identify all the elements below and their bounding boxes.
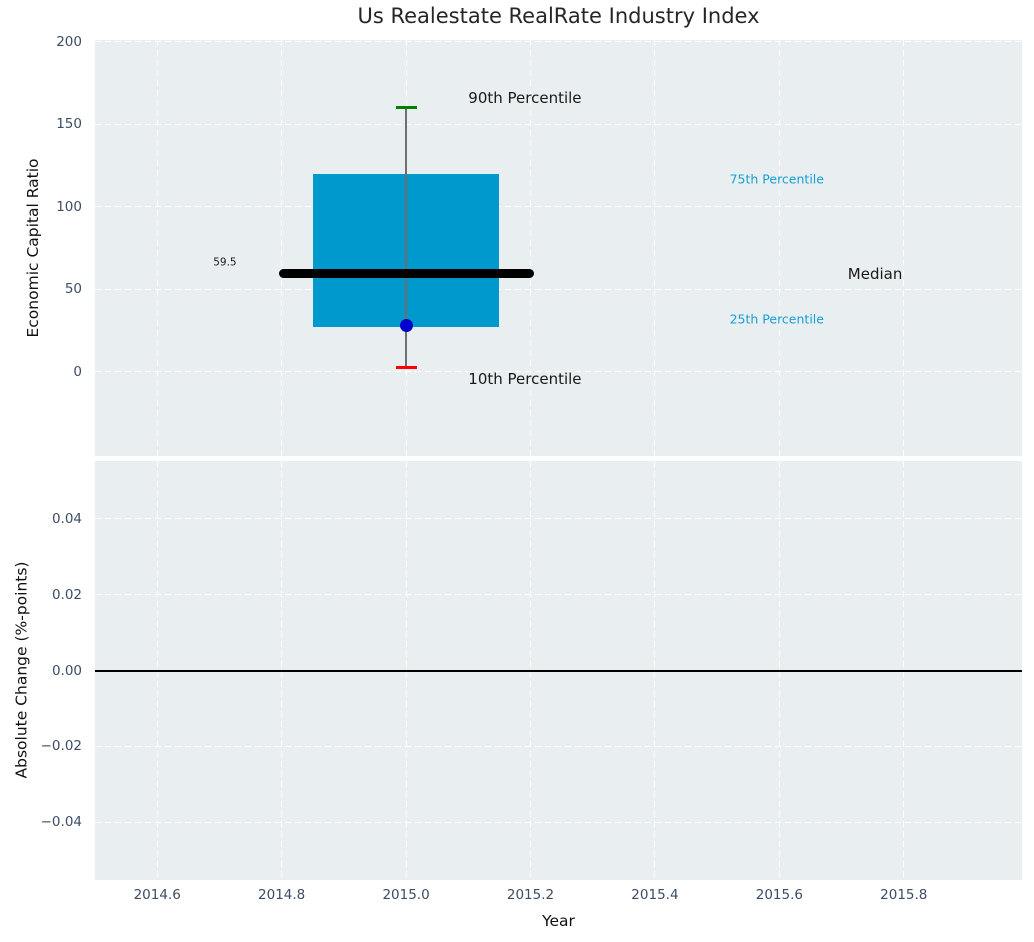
gridline-x-2015.8	[903, 40, 905, 456]
company-point	[399, 319, 413, 333]
cap-10th-percentile	[395, 366, 417, 370]
gridline-y-50	[95, 288, 1022, 290]
annotation-25th-percentile: 25th Percentile	[729, 311, 824, 327]
gridline-x-2014.8	[281, 40, 283, 456]
gridline-y-150	[95, 123, 1022, 125]
y-tick-label-top-100: 100	[56, 198, 82, 215]
whisker-line	[405, 107, 407, 368]
x-tick-label-2015.4: 2015.4	[631, 887, 679, 903]
y-tick-label-top-150: 150	[56, 116, 82, 133]
annotation-75th-percentile: 75th Percentile	[729, 171, 824, 187]
x-tick-label-2015.0: 2015.0	[382, 887, 430, 903]
x-tick-label-2014.8: 2014.8	[258, 887, 306, 903]
x-tick-label-2015.6: 2015.6	[755, 887, 803, 903]
median-line	[278, 269, 534, 279]
gridline-y-−0.04	[95, 821, 1022, 823]
x-tick-label-2015.8: 2015.8	[880, 887, 928, 903]
y-tick-label-top-0: 0	[73, 363, 82, 380]
annotation-59-5: 59.5	[213, 256, 237, 269]
axes-top-economic-capital-ratio: 90th Percentile 10th Percentile 75th Perce…	[95, 40, 1022, 456]
x-tick-label-2014.6: 2014.6	[133, 887, 181, 903]
annotation-10th-percentile: 10th Percentile	[468, 370, 582, 389]
gridline-y-−0.02	[95, 745, 1022, 747]
axes-bottom-absolute-change	[95, 461, 1022, 880]
y-axis-label-top: Economic Capital Ratio	[24, 158, 42, 338]
x-tick-label-2015.2: 2015.2	[506, 887, 555, 903]
y-tick-label-bottom-0.02: 0.02	[51, 586, 82, 603]
zero-line	[95, 669, 1022, 672]
y-tick-label-bottom-−0.04: −0.04	[40, 814, 82, 831]
x-axis-label: Year	[542, 912, 575, 930]
gridline-x-2014.6	[156, 40, 158, 456]
gridline-y-100	[95, 206, 1022, 208]
cap-90th-percentile	[395, 106, 417, 110]
y-tick-label-bottom-0.04: 0.04	[51, 510, 82, 527]
gridline-y-0.02	[95, 594, 1022, 596]
y-tick-label-bottom-−0.02: −0.02	[40, 738, 82, 755]
annotation-90th-percentile: 90th Percentile	[468, 88, 582, 107]
y-tick-label-top-50: 50	[64, 281, 82, 298]
gridline-x-2015.4	[654, 40, 656, 456]
gridline-x-2015.6	[778, 40, 780, 456]
gridline-y-200	[95, 41, 1022, 43]
y-tick-label-top-200: 200	[56, 33, 82, 50]
gridline-x-2015.2	[530, 40, 531, 456]
annotation-median: Median	[847, 265, 903, 284]
gridline-y-0.04	[95, 518, 1022, 520]
gridline-y-0	[95, 371, 1022, 373]
chart-title: Us Realestate RealRate Industry Index	[357, 4, 760, 28]
y-tick-label-bottom-0.00: 0.00	[51, 662, 82, 679]
